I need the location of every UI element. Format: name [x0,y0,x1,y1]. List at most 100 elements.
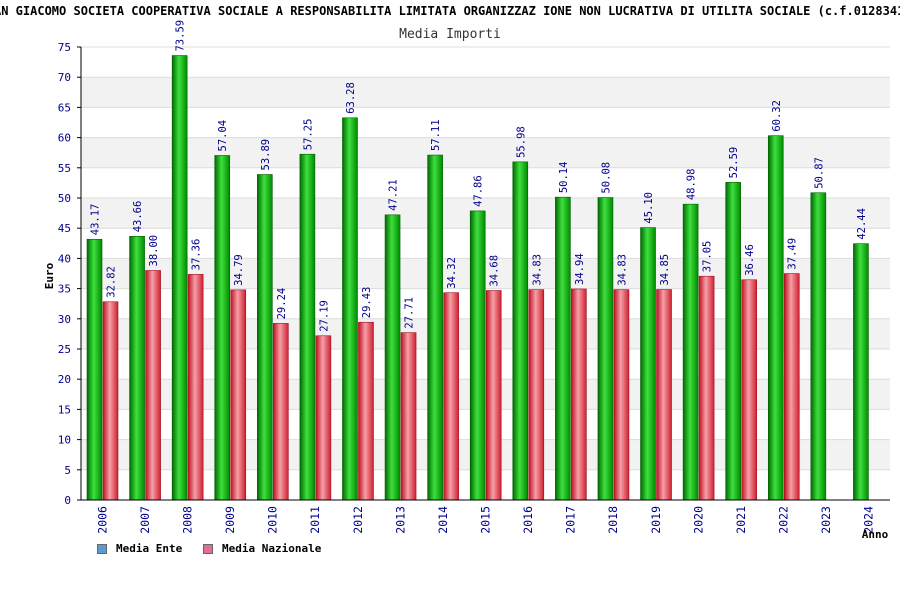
data-label: 42.44 [856,208,868,240]
bar-media-ente [86,238,103,501]
chart-title: AN GIACOMO SOCIETA COOPERATIVA SOCIALE A… [0,4,900,18]
bar-media-ente [129,235,145,501]
legend-item-nazionale: Media Nazionale [203,542,321,555]
legend-swatch-nazionale [203,543,213,554]
data-label: 57.25 [302,119,314,151]
data-label: 47.21 [388,179,400,211]
y-tick-label: 50 [58,192,71,205]
data-label: 50.08 [600,162,612,194]
data-label: 57.04 [217,120,229,152]
y-tick-label: 55 [58,162,71,175]
data-label: 63.28 [345,82,357,114]
legend-label-nazionale: Media Nazionale [222,542,322,555]
axes: 0 5 10 15 20 25 30 35 40 45 50 55 60 65 70 75 2006 2007 20… [58,41,890,534]
bar-media-nazionale [273,323,289,501]
bar-media-nazionale [656,289,672,501]
x-tick-label: 2019 [649,506,663,534]
bar-media-nazionale [102,301,119,501]
y-tick-label: 5 [64,464,71,477]
y-tick-label: 60 [58,132,71,145]
bar-media-nazionale [783,273,800,501]
x-tick-label: 2021 [734,506,748,534]
data-label: 34.85 [659,254,671,286]
data-label: 37.05 [702,241,714,273]
bar-media-nazionale [528,289,545,501]
bar-media-nazionale [571,288,587,501]
data-label: 60.32 [771,100,783,132]
data-label: 52.59 [728,147,740,179]
data-label: 50.14 [558,162,570,194]
bar-media-ente [171,55,188,501]
y-tick-label: 45 [58,222,71,235]
x-tick-label: 2016 [521,506,535,534]
x-tick-label: 2022 [777,506,791,534]
data-label: 47.86 [473,175,485,207]
chart-subtitle: Media Importi [399,27,501,42]
bar-media-nazionale [698,275,715,501]
x-tick-label: 2023 [819,506,833,534]
x-tick-label: 2007 [138,506,152,534]
bar-media-ente [257,174,273,501]
x-tick-label: 2013 [393,506,407,534]
plot-band [81,47,890,78]
bar-media-ente [384,214,401,501]
bar-media-ente [597,197,614,501]
data-label: 38.00 [148,235,160,267]
data-label: 73.59 [175,20,187,52]
x-tick-label: 2014 [436,506,450,534]
bar-media-ente [427,154,443,501]
data-label: 43.66 [132,201,144,233]
bar-media-ente [214,155,231,501]
data-label: 50.87 [813,157,825,189]
data-label: 34.83 [616,254,628,286]
bar-media-nazionale [230,289,247,501]
y-tick-label: 0 [64,494,71,507]
bar-media-ente [767,135,784,501]
bar-media-ente [555,196,571,501]
data-label: 45.10 [643,192,655,224]
y-tick-label: 75 [58,41,71,54]
data-labels: 43.17 32.82 43.66 38.00 73.59 37.36 57.04 34.79… [90,20,868,332]
legend-label-ente: Media Ente [116,542,183,555]
x-tick-label: 2015 [479,506,493,534]
data-label: 34.79 [233,254,245,286]
bar-media-nazionale [358,321,374,501]
bar-media-nazionale [443,292,459,501]
data-label: 34.32 [446,257,458,289]
y-tick-label: 35 [58,283,71,296]
bar-media-nazionale [187,274,204,501]
bar-media-nazionale [741,279,757,501]
bar-media-ente [640,227,656,501]
x-tick-label: 2018 [606,506,620,534]
y-tick-label: 10 [58,434,71,447]
data-label: 36.46 [744,244,756,276]
data-label: 27.19 [318,300,330,332]
y-tick-label: 20 [58,373,71,386]
bars [86,55,869,501]
plot-band [81,107,890,138]
data-label: 32.82 [106,266,118,298]
x-tick-label: 2017 [564,506,578,534]
bar-media-ente [725,182,741,501]
legend-swatch-ente [97,543,107,554]
bar-media-ente [810,192,827,501]
x-tick-label: 2020 [691,506,705,534]
bar-media-ente [682,203,699,501]
x-tick-label: 2011 [308,506,322,534]
bar-media-nazionale [315,335,332,501]
x-tick-label: 2006 [95,506,109,534]
bar-media-nazionale [145,270,161,501]
bar-media-ente [342,117,358,501]
x-tick-label: 2024 [862,506,876,534]
bar-media-ente [469,210,486,501]
data-label: 37.36 [191,239,203,271]
data-label: 29.24 [276,288,288,320]
data-label: 53.89 [260,139,272,171]
data-label: 55.98 [515,126,527,158]
y-tick-label: 15 [58,403,71,416]
bar-media-nazionale [485,290,502,501]
x-axis-label: Anno [862,528,889,541]
bar-media-nazionale [613,289,630,501]
data-label: 34.94 [574,253,586,285]
